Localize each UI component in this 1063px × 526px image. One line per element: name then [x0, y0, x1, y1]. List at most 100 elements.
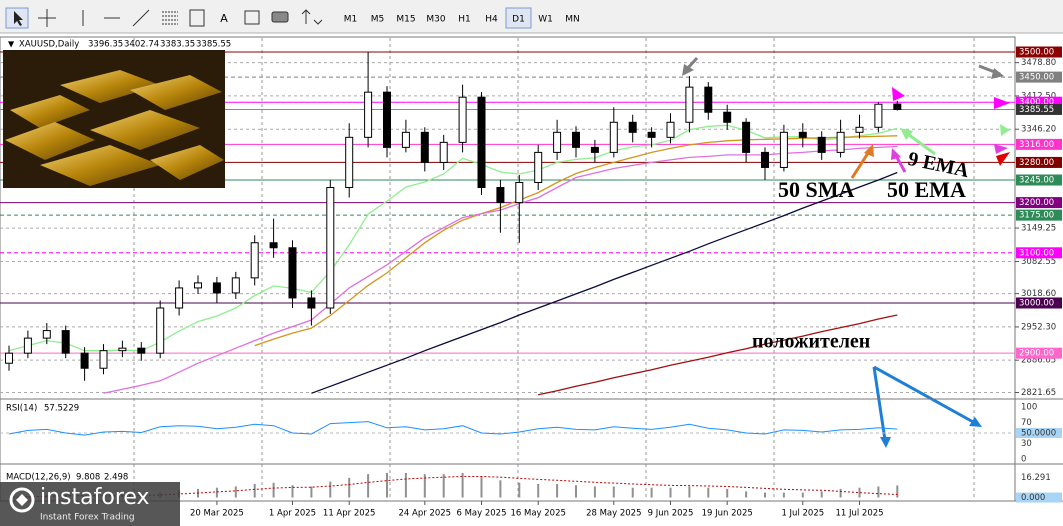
candle-body: [836, 131, 845, 153]
rsi-tick-label: 70: [1021, 418, 1032, 428]
level-label-box: [1016, 156, 1062, 168]
macd-bar: [348, 477, 351, 498]
x-tick-label: 28 May 2025: [586, 509, 641, 519]
candle-body: [194, 282, 202, 289]
candle-body: [80, 352, 89, 369]
x-tick-label: 16 May 2025: [510, 509, 565, 519]
rsi-tick-label: 0: [1021, 455, 1026, 465]
candle-body: [609, 121, 618, 153]
timeframe-label[interactable]: D1: [512, 15, 525, 25]
macd-bar: [556, 484, 559, 498]
macd-bar: [896, 485, 899, 498]
candle-body: [212, 282, 221, 294]
watermark-tagline: Instant Forex Trading: [40, 513, 135, 523]
candle-body: [307, 297, 316, 309]
candle-body: [704, 86, 713, 113]
x-tick-label: 1 Apr 2025: [269, 509, 316, 519]
annotation-50-sma: 50 SMA: [778, 177, 855, 202]
candle-body: [401, 131, 410, 148]
level-label: 3175.00: [1019, 211, 1054, 221]
level-label: 3000.00: [1019, 298, 1054, 308]
annotation-arrows: [682, 56, 1010, 448]
candle-body: [137, 347, 146, 354]
level-label-box: [1016, 46, 1062, 58]
level-label-box: [1016, 209, 1062, 221]
candle-body: [23, 337, 32, 354]
level-label-box: [1016, 71, 1062, 83]
level-label: 3245.00: [1019, 176, 1054, 186]
timeframe-label[interactable]: M5: [371, 15, 385, 25]
macd-bar: [423, 474, 426, 498]
candle-body: [798, 131, 807, 138]
macd-last: 9.808: [76, 473, 100, 483]
macd-bar: [537, 484, 540, 498]
rsi-title: RSI(14): [6, 404, 37, 414]
candle-body: [515, 182, 524, 204]
macd-bar: [650, 487, 653, 498]
moving-average: [311, 171, 898, 394]
candle-body: [893, 103, 902, 110]
macd-tick-label: 16.291: [1021, 473, 1051, 483]
level-label: 3200.00: [1019, 198, 1054, 208]
candle-body: [628, 121, 637, 133]
macd-bar: [782, 492, 785, 498]
level-label: 3280.00: [1019, 158, 1054, 168]
timeframe-label[interactable]: W1: [538, 15, 553, 25]
rsi-line: [8, 421, 898, 436]
candle-body: [534, 151, 543, 184]
timeframe-label[interactable]: MN: [565, 15, 580, 25]
macd-bar: [291, 485, 294, 498]
ohlc-value: 3402.74: [124, 40, 159, 50]
watermark-brand: instaforex: [40, 485, 150, 510]
candle-body: [685, 86, 694, 123]
macd-bar: [858, 487, 861, 498]
candle-body: [647, 131, 656, 138]
macd-bar: [404, 472, 407, 498]
x-tick-label: 6 May 2025: [456, 509, 506, 519]
current-price-label: 3385.55: [1019, 105, 1054, 115]
candle-body: [590, 146, 599, 153]
rsi-tick-label: 100: [1021, 403, 1037, 413]
ohlc-value: 3383.35: [160, 40, 195, 50]
timeframe-label[interactable]: H4: [485, 15, 498, 25]
macd-tick-label: 0.000: [1021, 493, 1045, 503]
timeframe-label[interactable]: M1: [344, 15, 358, 25]
toolbar-tools[interactable]: A: [5, 7, 323, 29]
macd-title: MACD(12,26,9): [6, 473, 71, 483]
candle-body: [175, 287, 184, 309]
candle-body: [99, 350, 108, 369]
candle-body: [61, 330, 70, 354]
macd-bar: [669, 487, 672, 498]
timeframe-label[interactable]: H1: [458, 15, 471, 25]
y-tick-label: 2952.30: [1021, 322, 1056, 332]
timeframe-button[interactable]: [505, 7, 532, 29]
candle-body: [250, 242, 259, 279]
macd-bar: [820, 491, 823, 498]
macd-bar: [442, 474, 445, 498]
candle-body: [231, 277, 240, 294]
ohlc-value: 3396.35: [88, 40, 123, 50]
macd-bar: [575, 485, 577, 498]
level-label: 2900.00: [1019, 349, 1054, 359]
candle-body: [779, 131, 788, 168]
moving-average: [538, 314, 898, 396]
candle-body: [874, 103, 883, 128]
timeframe-label[interactable]: M30: [426, 15, 445, 25]
macd-bar: [329, 481, 332, 498]
candle-body: [666, 121, 675, 138]
level-label-box: [1016, 247, 1062, 259]
timeframe-label[interactable]: M15: [396, 15, 415, 25]
ohlc-value: 3385.55: [196, 40, 231, 50]
level-label-box: [1016, 347, 1062, 359]
candle-body: [269, 242, 278, 249]
macd-bar: [310, 486, 313, 498]
candle-body: [855, 126, 864, 133]
annotation-positive: положителен: [752, 331, 870, 353]
rsi-value-box: [1016, 428, 1062, 438]
candle-body: [5, 352, 13, 364]
gold-picture: [3, 50, 225, 188]
macd-bar: [745, 491, 748, 498]
symbol-marker: ▼: [8, 40, 15, 49]
macd-bar: [688, 486, 691, 498]
